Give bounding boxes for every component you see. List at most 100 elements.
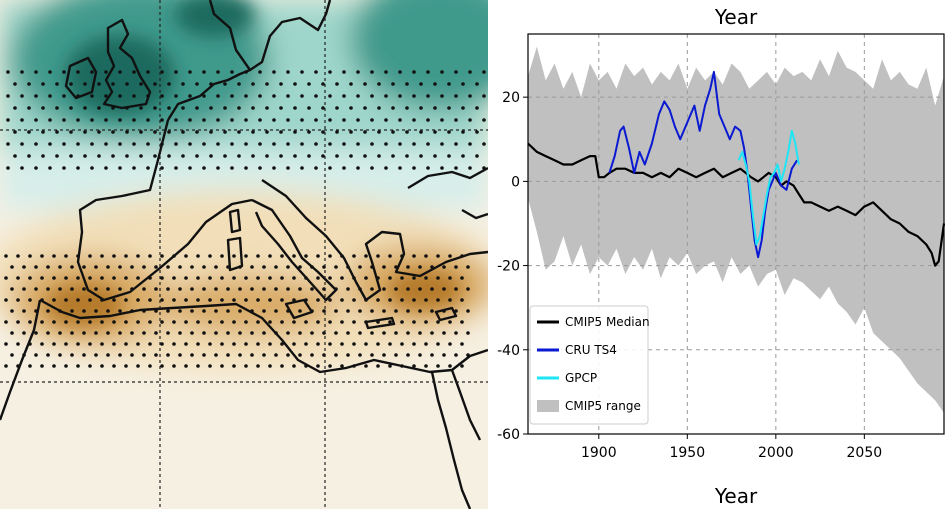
stipple-dot [460,320,464,324]
stipple-dot [262,287,266,291]
stipple-dot [202,331,206,335]
stipple-dot [405,154,409,158]
stipple-dot [340,364,344,368]
stipple-dot [430,331,434,335]
stipple-dot [220,254,224,258]
stipple-dot [468,94,472,98]
stipple-dot [363,82,367,86]
stipple-dot [34,118,38,122]
stipple-dot [388,298,392,302]
stipple-dot [376,254,380,258]
stipple-dot [160,364,164,368]
stipple-dot [28,364,32,368]
stipple-dot [447,82,451,86]
stipple-dot [406,309,410,313]
stipple-dot [166,331,170,335]
stipple-dot [69,82,73,86]
stipple-dot [188,166,192,170]
stipple-dot [424,342,428,346]
stipple-dot [6,142,10,146]
stipple-dot [6,118,10,122]
stipple-dot [454,166,458,170]
stipple-dot [466,265,470,269]
stipple-dot [280,276,284,280]
stipple-dot [419,130,423,134]
stipple-dot [391,130,395,134]
stipple-dot [90,118,94,122]
stipple-dot [132,70,136,74]
stipple-dot [272,142,276,146]
stipple-dot [335,106,339,110]
stipple-dot [328,118,332,122]
stipple-dot [13,130,17,134]
stipple-dot [118,265,122,269]
stipple-dot [377,154,381,158]
stipple-dot [460,298,464,302]
stipple-dot [167,106,171,110]
stipple-dot [310,353,314,357]
stipple-dot [34,353,38,357]
stipple-dot [400,298,404,302]
stipple-dot [118,331,122,335]
stipple-dot [76,276,80,280]
stipple-dot [216,118,220,122]
stipple-dot [377,82,381,86]
stipple-dot [298,353,302,357]
stipple-dot [88,254,92,258]
stipple-dot [440,70,444,74]
stipple-dot [188,70,192,74]
stipple-dot [64,276,68,280]
stipple-dot [118,353,122,357]
stipple-dot [265,106,269,110]
stipple-dot [153,154,157,158]
stipple-dot [202,166,206,170]
stipple-dot [124,342,128,346]
stipple-dot [454,70,458,74]
stipple-dot [40,276,44,280]
stipple-dot [335,82,339,86]
stipple-dot [356,166,360,170]
stipple-dot [148,298,152,302]
stipple-dot [340,276,344,280]
stipple-dot [286,142,290,146]
stipple-dot [316,342,320,346]
stipple-dot [90,166,94,170]
stipple-dot [190,287,194,291]
stipple-dot [118,309,122,313]
stipple-dot [370,353,374,357]
stipple-dot [384,70,388,74]
stipple-dot [279,130,283,134]
stipple-dot [16,298,20,302]
stipple-dot [482,118,486,122]
x-tick-label: 1900 [581,445,617,461]
stipple-dot [82,353,86,357]
stipple-dot [268,342,272,346]
stipple-dot [88,320,92,324]
stipple-dot [216,166,220,170]
stipple-dot [208,276,212,280]
stipple-dot [279,154,283,158]
stipple-dot [226,309,230,313]
stipple-dot [321,154,325,158]
stipple-dot [244,118,248,122]
stipple-dot [424,254,428,258]
stipple-dot [184,254,188,258]
stipple-dot [262,265,266,269]
stipple-dot [286,353,290,357]
stipple-dot [256,320,260,324]
stipple-dot [384,166,388,170]
stipple-dot [436,342,440,346]
map-gridlines [0,0,488,509]
stipple-dot [334,265,338,269]
stipple-dot [412,166,416,170]
stipple-dot [76,342,80,346]
stipple-dot [76,142,80,146]
stipple-dot [466,287,470,291]
coastline-arabia [461,208,488,220]
stipple-dot [104,94,108,98]
precipitation-change-map [0,0,488,509]
stipple-dot [349,130,353,134]
stipple-dot [430,309,434,313]
stipple-dot [166,353,170,357]
stipple-dot [208,342,212,346]
